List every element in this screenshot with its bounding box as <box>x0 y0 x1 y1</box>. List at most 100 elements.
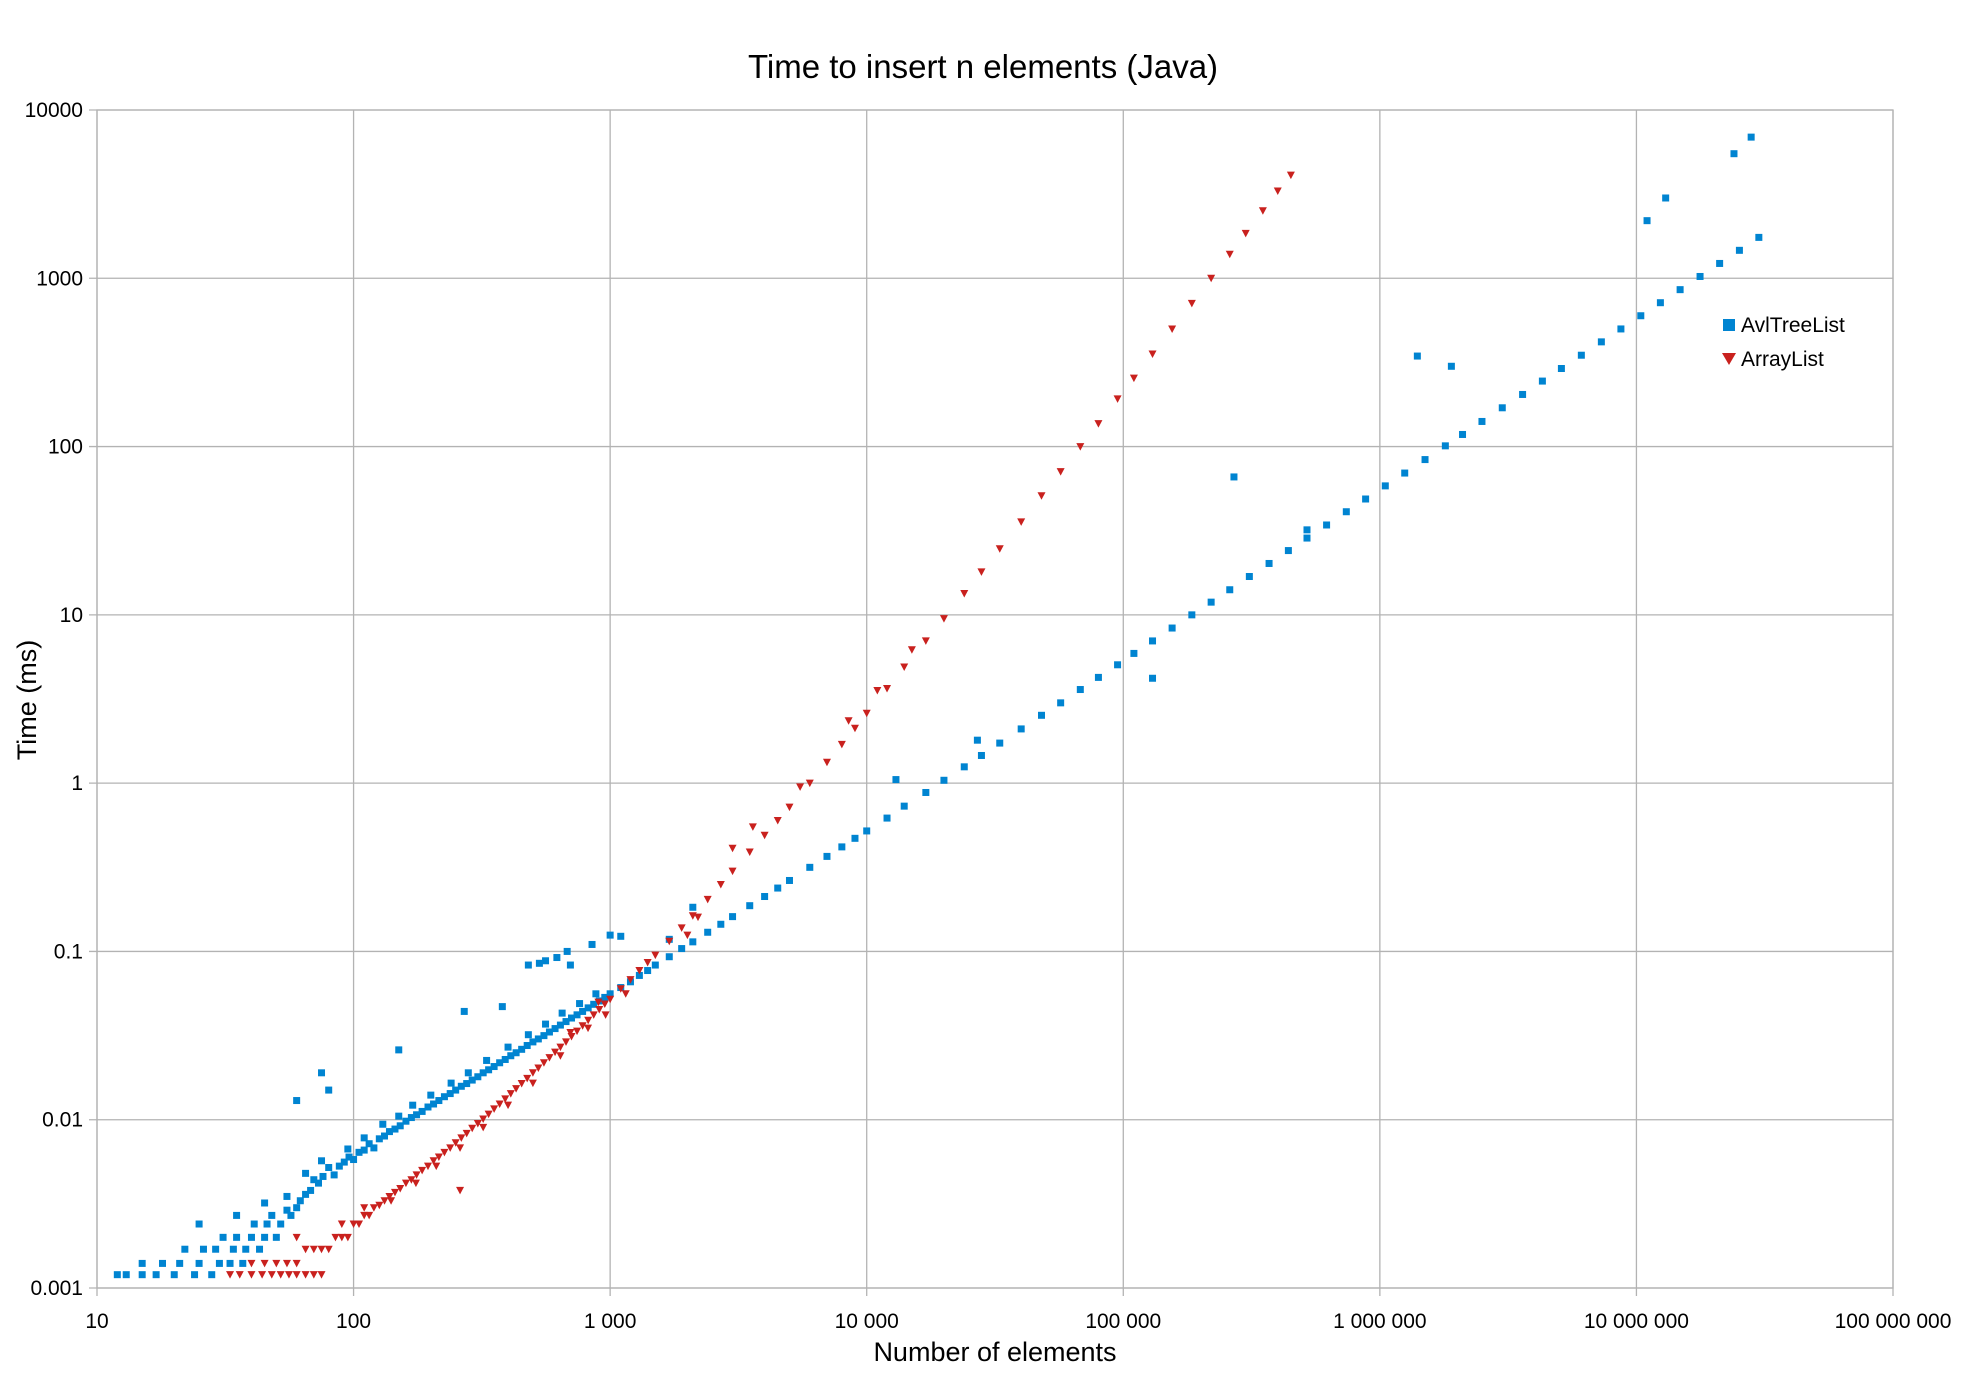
data-point <box>601 993 609 1001</box>
data-point <box>1755 233 1763 241</box>
data-point <box>665 937 674 946</box>
data-point <box>528 1069 537 1077</box>
data-point <box>474 1073 482 1081</box>
data-point <box>258 1271 267 1279</box>
data-point <box>907 646 916 654</box>
data-point <box>396 1122 404 1130</box>
data-point <box>395 1046 403 1054</box>
data-point <box>463 1080 471 1088</box>
data-point <box>432 1162 441 1171</box>
legend-label: AvlTreeList <box>1741 314 1845 337</box>
data-point <box>325 1086 333 1094</box>
data-point <box>1498 404 1506 412</box>
data-point <box>310 1176 318 1184</box>
data-point <box>621 990 630 998</box>
data-point <box>340 1158 348 1166</box>
data-point <box>1459 430 1467 438</box>
data-point <box>158 1259 166 1267</box>
data-point <box>250 1220 258 1228</box>
data-point <box>309 1271 318 1279</box>
data-point <box>703 895 712 904</box>
data-point <box>1149 674 1157 682</box>
data-point <box>683 931 692 940</box>
data-point <box>396 1185 405 1193</box>
data-point <box>512 1049 520 1057</box>
data-point <box>1735 246 1743 254</box>
data-point <box>651 951 660 960</box>
data-point <box>862 709 871 718</box>
data-point <box>643 958 652 967</box>
legend-item: ArrayList <box>1722 348 1824 371</box>
data-point <box>1017 518 1026 526</box>
legend-marker <box>1722 353 1736 365</box>
data-point <box>545 1028 553 1036</box>
data-point <box>606 995 615 1004</box>
data-point <box>395 1112 403 1120</box>
data-point <box>1168 325 1177 333</box>
data-point <box>745 848 754 856</box>
data-point <box>922 788 930 796</box>
data-point <box>375 1135 383 1143</box>
data-point <box>418 1166 427 1175</box>
data-point <box>282 1259 291 1268</box>
data-point <box>315 1179 323 1187</box>
data-point <box>365 1140 373 1148</box>
data-point <box>760 831 769 840</box>
data-point <box>423 1162 432 1171</box>
y-tick-label: 1 <box>71 772 83 795</box>
data-point <box>1113 395 1122 403</box>
data-point <box>337 1233 346 1242</box>
data-point <box>523 1042 531 1050</box>
data-point <box>1730 150 1738 158</box>
data-point <box>379 1120 387 1128</box>
data-point <box>1017 725 1025 733</box>
data-point <box>430 1100 438 1108</box>
data-point <box>584 1004 592 1012</box>
data-point <box>863 827 871 835</box>
data-point <box>1696 272 1704 280</box>
data-point <box>440 1148 449 1157</box>
data-point <box>292 1259 301 1268</box>
data-point <box>626 976 635 984</box>
data-point <box>138 1271 146 1279</box>
series-arraylist <box>226 171 1295 1279</box>
data-point <box>501 1095 510 1103</box>
x-tick-label: 100 000 000 <box>1835 1310 1952 1333</box>
data-point <box>617 932 625 940</box>
data-point <box>1747 133 1755 141</box>
data-point <box>226 1271 235 1279</box>
data-point <box>446 1090 454 1098</box>
data-point <box>181 1245 189 1253</box>
data-point <box>892 776 900 784</box>
data-point <box>365 1211 374 1220</box>
y-tick-label: 0.1 <box>54 940 83 963</box>
data-point <box>568 1014 576 1022</box>
data-point <box>391 1125 399 1133</box>
data-point <box>247 1259 256 1268</box>
data-point <box>324 1245 333 1254</box>
data-point <box>558 1009 566 1017</box>
data-point <box>584 1024 593 1033</box>
data-point <box>693 913 702 922</box>
data-point <box>337 1220 346 1229</box>
data-point <box>584 1016 593 1025</box>
data-point <box>635 967 644 975</box>
data-point <box>796 783 805 791</box>
data-point <box>729 913 737 921</box>
data-point <box>746 902 754 910</box>
data-point <box>345 1153 353 1161</box>
data-point <box>665 953 673 961</box>
data-point <box>1597 338 1605 346</box>
data-point <box>370 1144 378 1152</box>
data-point <box>1245 573 1253 581</box>
data-point <box>1241 229 1250 238</box>
data-point <box>635 971 643 979</box>
y-tick-label: 0.01 <box>42 1109 83 1132</box>
data-point <box>401 1179 410 1188</box>
data-point <box>960 763 968 771</box>
data-point <box>409 1101 417 1109</box>
data-point <box>566 1028 575 1037</box>
data-point <box>479 1069 487 1077</box>
data-point <box>850 724 859 733</box>
data-point <box>528 1079 537 1088</box>
